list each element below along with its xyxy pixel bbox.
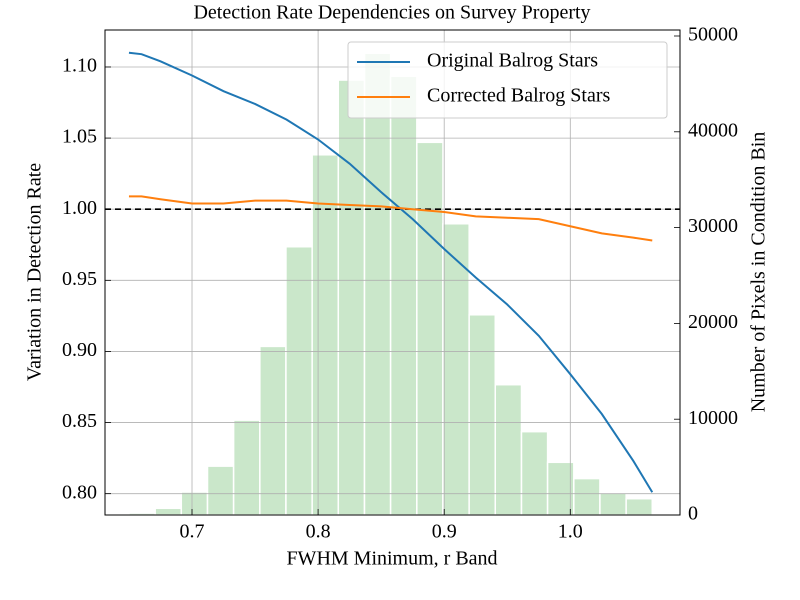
series-line bbox=[128, 195, 653, 242]
histogram-bar bbox=[625, 497, 654, 516]
legend-label: Original Balrog Stars bbox=[427, 50, 598, 72]
y2-tick-label: 10000 bbox=[688, 407, 738, 429]
y-tick-label: 0.80 bbox=[62, 481, 97, 503]
chart-title: Detection Rate Dependencies on Survey Pr… bbox=[193, 2, 590, 24]
y2-tick-label: 20000 bbox=[688, 311, 738, 333]
y2-tick-label: 0 bbox=[688, 503, 698, 525]
series-line bbox=[128, 51, 654, 493]
histogram-bar bbox=[573, 477, 601, 516]
y2-tick-label: 40000 bbox=[688, 119, 738, 141]
y2-tick-label: 50000 bbox=[688, 24, 738, 46]
y-axis-label: Variation in Detection Rate bbox=[24, 163, 46, 381]
y-tick-label: 0.85 bbox=[62, 410, 97, 432]
y-tick-label: 0.90 bbox=[62, 339, 97, 361]
histogram-bar bbox=[259, 345, 287, 516]
histogram-bar bbox=[389, 75, 418, 516]
plot-frame bbox=[104, 29, 681, 516]
y-tick-label: 1.10 bbox=[62, 55, 97, 77]
x-tick-label: 1.0 bbox=[558, 521, 583, 543]
histogram-bar bbox=[337, 79, 366, 516]
histogram-bar bbox=[416, 141, 444, 516]
histogram-bar bbox=[468, 314, 497, 516]
histogram-bar bbox=[232, 419, 261, 516]
histogram-bar bbox=[520, 430, 549, 516]
x-tick-label: 0.7 bbox=[180, 521, 205, 543]
histogram-bar bbox=[494, 383, 523, 516]
y-tick-label: 1.05 bbox=[62, 126, 97, 148]
y2-tick-label: 30000 bbox=[688, 215, 738, 237]
histogram-bar bbox=[363, 52, 392, 516]
histogram-bar bbox=[546, 461, 575, 516]
histogram-bar bbox=[206, 465, 235, 516]
histogram-bar bbox=[154, 507, 183, 516]
y-tick-label: 0.95 bbox=[62, 268, 97, 290]
y-tick-label: 1.00 bbox=[62, 197, 97, 219]
histogram-bar bbox=[180, 491, 209, 516]
legend-box bbox=[347, 41, 668, 119]
histogram-bar bbox=[599, 492, 627, 516]
x-tick-label: 0.9 bbox=[432, 521, 457, 543]
histogram-bar bbox=[285, 246, 313, 516]
legend-label: Corrected Balrog Stars bbox=[427, 85, 610, 107]
y2-axis-label: Number of Pixels in Condition Bin bbox=[748, 132, 770, 413]
x-tick-label: 0.8 bbox=[306, 521, 331, 543]
x-axis-label: FWHM Minimum, r Band bbox=[286, 548, 497, 570]
